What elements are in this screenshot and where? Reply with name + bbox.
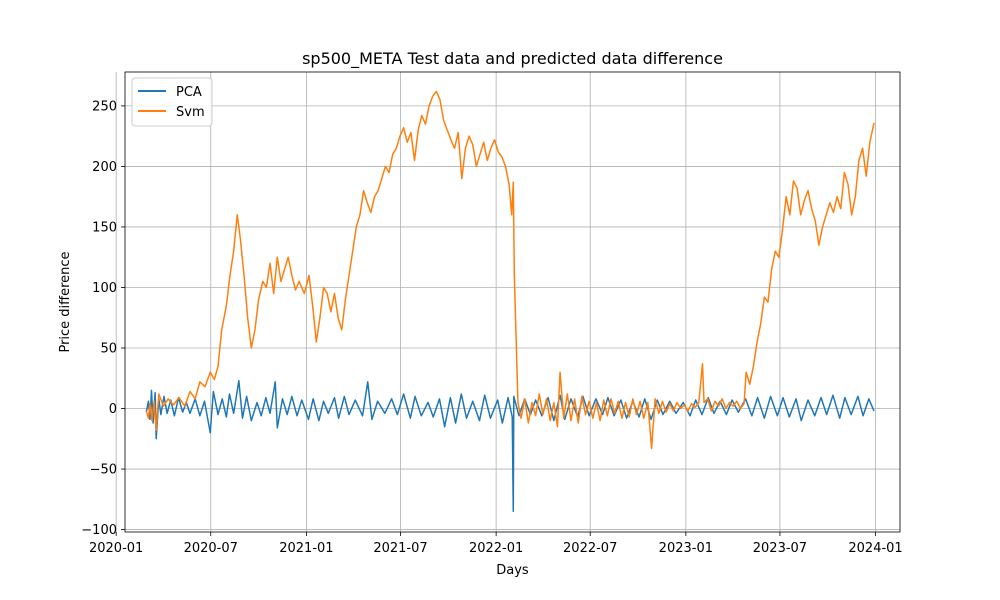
y-tick-label: −100 xyxy=(81,523,117,538)
x-tick-label: 2020-07 xyxy=(184,541,238,556)
legend: PCA Svm xyxy=(131,77,213,127)
x-tick-label: 2024-01 xyxy=(848,541,902,556)
series-line-svm xyxy=(145,90,875,450)
axis-ticks: 2020-01 2020-07 2021-01 2021-07 2022-01 2022-… xyxy=(81,99,902,556)
y-tick-label: −50 xyxy=(90,463,117,478)
x-axis-label: Days xyxy=(496,563,529,578)
y-tick-label: 0 xyxy=(109,402,117,417)
series-lines xyxy=(145,90,875,513)
series-line-pca xyxy=(145,379,875,513)
y-axis-label: Price difference xyxy=(58,251,73,352)
legend-label-pca: PCA xyxy=(176,85,202,100)
x-tick-label: 2023-01 xyxy=(659,541,713,556)
y-tick-label: 50 xyxy=(100,342,117,357)
x-tick-label: 2020-01 xyxy=(89,541,143,556)
x-tick-label: 2021-07 xyxy=(373,541,427,556)
x-tick-label: 2022-07 xyxy=(563,541,617,556)
y-tick-label: 250 xyxy=(92,99,117,114)
chart-title: sp500_META Test data and predicted data … xyxy=(302,49,723,69)
legend-label-svm: Svm xyxy=(176,105,205,120)
y-tick-label: 150 xyxy=(92,220,117,235)
plot-frame xyxy=(124,71,901,533)
x-tick-label: 2021-01 xyxy=(279,541,333,556)
x-tick-label: 2022-01 xyxy=(469,541,523,556)
y-tick-label: 200 xyxy=(92,160,117,175)
y-tick-label: 100 xyxy=(92,281,117,296)
x-tick-label: 2023-07 xyxy=(753,541,807,556)
